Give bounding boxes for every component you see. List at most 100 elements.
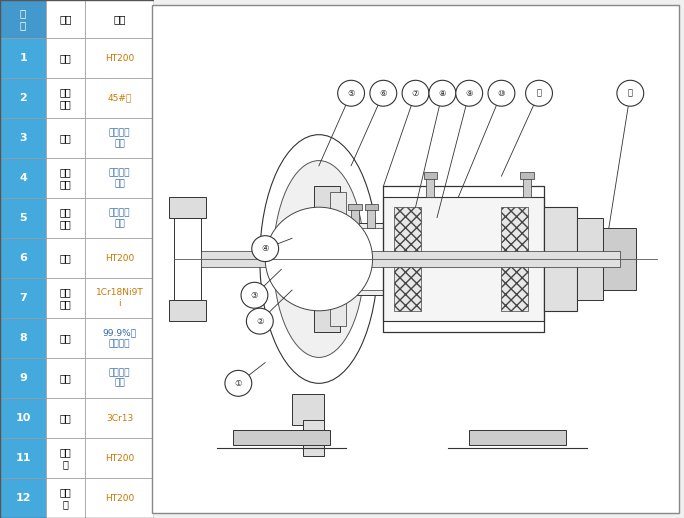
Bar <box>47 438 86 478</box>
Circle shape <box>488 80 515 106</box>
Bar <box>0 278 47 318</box>
Bar <box>86 238 154 278</box>
Bar <box>383 186 544 332</box>
Text: 静环: 静环 <box>60 333 72 343</box>
Text: ④: ④ <box>261 244 269 253</box>
Text: HT200: HT200 <box>105 254 134 263</box>
Text: 45#钢: 45#钢 <box>107 94 132 103</box>
Bar <box>0 159 47 198</box>
Bar <box>47 398 86 438</box>
Bar <box>330 192 345 326</box>
Bar <box>47 38 86 78</box>
Text: ⑧: ⑧ <box>438 89 446 98</box>
Text: HT200: HT200 <box>105 454 134 463</box>
Bar <box>0 478 47 518</box>
Circle shape <box>265 207 373 311</box>
Bar <box>0 238 47 278</box>
Bar <box>168 300 206 321</box>
Bar <box>168 197 206 218</box>
Text: 联轴
器: 联轴 器 <box>60 487 72 509</box>
Text: ⑦: ⑦ <box>412 89 419 98</box>
Bar <box>86 478 154 518</box>
Bar <box>501 207 528 311</box>
Bar <box>47 318 86 358</box>
Text: 4: 4 <box>19 173 27 183</box>
Text: 序
号: 序 号 <box>20 8 26 30</box>
Bar <box>313 186 341 332</box>
Bar <box>0 0 47 38</box>
Bar <box>86 118 154 159</box>
Bar <box>201 251 620 267</box>
Text: 叶轮
骨架: 叶轮 骨架 <box>60 88 72 109</box>
Bar <box>86 318 154 358</box>
Circle shape <box>402 80 429 106</box>
Circle shape <box>246 308 273 334</box>
Bar <box>577 218 603 300</box>
Bar <box>348 204 362 210</box>
Text: 填充四氟
乙烯: 填充四氟 乙烯 <box>109 368 131 388</box>
Bar <box>426 176 434 197</box>
Text: ①: ① <box>235 379 242 388</box>
Bar <box>394 207 421 311</box>
Text: HT200: HT200 <box>105 54 134 63</box>
Bar <box>47 0 86 38</box>
Bar <box>86 398 154 438</box>
Circle shape <box>617 80 644 106</box>
Bar <box>86 78 154 118</box>
Bar <box>0 358 47 398</box>
Text: 12: 12 <box>15 493 31 503</box>
Text: 7: 7 <box>19 293 27 303</box>
Bar <box>523 176 531 197</box>
Text: ③: ③ <box>251 291 258 300</box>
Text: 动环: 动环 <box>60 373 72 383</box>
Bar <box>423 172 437 179</box>
Bar <box>292 394 324 425</box>
Bar <box>0 318 47 358</box>
Bar <box>47 478 86 518</box>
Bar <box>47 118 86 159</box>
Bar <box>0 38 47 78</box>
Text: 2: 2 <box>19 93 27 103</box>
Circle shape <box>456 80 483 106</box>
Text: 3: 3 <box>19 133 27 143</box>
Text: ⑨: ⑨ <box>466 89 473 98</box>
Bar <box>0 78 47 118</box>
Text: 99.9%氧
化铝陶瓷: 99.9%氧 化铝陶瓷 <box>103 328 137 348</box>
Bar <box>0 438 47 478</box>
Text: 泵轴: 泵轴 <box>60 413 72 423</box>
Bar <box>86 159 154 198</box>
Bar <box>341 228 383 290</box>
Bar <box>233 430 330 445</box>
Bar <box>86 198 154 238</box>
Bar <box>47 159 86 198</box>
Text: 泵体
衬里: 泵体 衬里 <box>60 167 72 189</box>
Bar <box>86 38 154 78</box>
Text: ⑫: ⑫ <box>628 89 633 98</box>
Text: 叶轮: 叶轮 <box>60 133 72 143</box>
Bar <box>47 78 86 118</box>
Bar <box>351 207 359 228</box>
Text: 1Cr18Ni9T
i: 1Cr18Ni9T i <box>96 289 144 308</box>
Text: ②: ② <box>256 316 263 326</box>
Bar <box>0 198 47 238</box>
Text: 聚全氟乙
丙烯: 聚全氟乙 丙烯 <box>109 168 131 188</box>
Bar <box>86 278 154 318</box>
Text: 5: 5 <box>19 213 27 223</box>
Circle shape <box>252 236 278 262</box>
Circle shape <box>338 80 365 106</box>
Bar <box>86 0 154 38</box>
Text: 轴承
体: 轴承 体 <box>60 447 72 469</box>
Bar <box>86 358 154 398</box>
Ellipse shape <box>260 135 378 383</box>
Text: ⑥: ⑥ <box>380 89 387 98</box>
Circle shape <box>525 80 553 106</box>
Text: 机封
压盖: 机封 压盖 <box>60 287 72 309</box>
Circle shape <box>429 80 456 106</box>
Ellipse shape <box>273 161 365 357</box>
Bar <box>603 228 635 290</box>
Bar <box>335 223 389 295</box>
Bar <box>174 218 201 300</box>
Bar <box>383 197 544 321</box>
Bar <box>47 198 86 238</box>
Text: 8: 8 <box>19 333 27 343</box>
